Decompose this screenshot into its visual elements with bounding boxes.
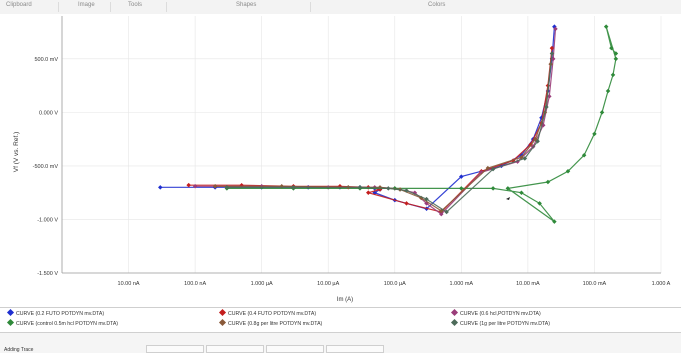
- x-tick-label: 1.000 A: [652, 281, 671, 287]
- x-tick-label: 1.000 µA: [251, 281, 273, 287]
- legend-label: CURVE (0.6 hcl,POTDYN mv.DTA): [460, 311, 541, 317]
- y-tick-label: 500.0 mV: [34, 57, 58, 63]
- legend-marker-icon: [6, 309, 15, 317]
- y-tick-labels: 500.0 mV 0.000 V -500.0 mV -1.000 V -1.500 V: [33, 57, 59, 277]
- y-tick-label: -500.0 mV: [33, 164, 59, 170]
- x-tick-label: 10.00 nA: [118, 281, 140, 287]
- series-line: [226, 53, 553, 213]
- x-tick-label: 100.0 nA: [184, 281, 206, 287]
- x-tick-label: 10.00 mA: [516, 281, 540, 287]
- series-4: [224, 24, 619, 224]
- y-tick-label: -1.500 V: [37, 271, 58, 277]
- data-point: [549, 51, 555, 56]
- ribbon-group-clipboard[interactable]: Clipboard: [6, 2, 32, 8]
- data-point: [610, 72, 616, 78]
- data-point: [490, 186, 496, 191]
- legend-item[interactable]: CURVE (control 0.5m hcl POTDYN mv.DTA): [6, 319, 119, 329]
- legend-label: CURVE (1g per litre POTDYN mv.DTA): [460, 321, 550, 327]
- status-bar: Adding Trace: [0, 332, 681, 353]
- chart-series: [158, 24, 619, 224]
- series-6: [224, 51, 555, 215]
- ribbon-group-colors[interactable]: Colors: [428, 2, 446, 8]
- x-tick-label: 100.0 µA: [384, 281, 406, 287]
- x-axis-label: Im (A): [337, 297, 353, 303]
- legend-marker-icon: [6, 319, 15, 327]
- ribbon-group-shapes[interactable]: Shapes: [236, 2, 257, 8]
- data-point: [592, 131, 597, 137]
- chart-background: [0, 14, 681, 310]
- x-tick-labels: 10.00 nA 100.0 nA 1.000 µA 10.00 µA 100.0 µA…: [118, 281, 671, 287]
- legend-label: CURVE (control 0.5m hcl POTDYN mv.DTA): [16, 321, 119, 327]
- x-tick-label: 100.0 mA: [583, 281, 607, 287]
- legend-divider: [0, 307, 681, 308]
- data-point: [505, 186, 511, 191]
- data-point: [192, 184, 198, 189]
- legend-label: CURVE (0.4 FUTO POTDYN mv.DTA): [228, 311, 317, 317]
- data-point: [549, 45, 555, 51]
- data-point: [404, 201, 409, 206]
- chart-legend: CURVE (0.2 FUTO POTDYN mv.DTA) CURVE (0.4…: [0, 307, 681, 330]
- data-point: [444, 209, 449, 215]
- data-point: [439, 211, 444, 217]
- ribbon-group-tools[interactable]: Tools: [128, 2, 143, 8]
- legend-marker-icon: [218, 319, 227, 327]
- y-tick-label: -1.000 V: [37, 217, 58, 223]
- x-tick-label: 1.000 mA: [450, 281, 474, 287]
- legend-item[interactable]: CURVE (0.8g per litre POTDYN mv.DTA): [218, 319, 323, 329]
- status-message: Adding Trace: [4, 347, 34, 353]
- legend-label: CURVE (0.2 FUTO POTDYN mv.DTA): [16, 311, 105, 317]
- ribbon-divider: [110, 2, 111, 12]
- polarization-chart: 500.0 mV 0.000 V -500.0 mV -1.000 V -1.500 V…: [0, 14, 681, 310]
- data-point: [485, 165, 491, 171]
- ribbon-group-image[interactable]: Image: [78, 2, 95, 8]
- data-point: [291, 185, 296, 190]
- data-point: [544, 104, 549, 110]
- data-point: [424, 196, 429, 202]
- legend-item[interactable]: CURVE (1g per litre POTDYN mv.DTA): [450, 319, 550, 329]
- legend-marker-icon: [218, 309, 227, 317]
- data-point: [186, 182, 191, 188]
- legend-item[interactable]: CURVE (0.4 FUTO POTDYN mv.DTA): [218, 309, 317, 319]
- cursor-arrow-icon: [506, 197, 510, 200]
- y-axis-label: Vf (V vs. Ref.): [13, 132, 20, 172]
- data-point: [212, 184, 218, 189]
- legend-item[interactable]: CURVE (0.2 FUTO POTDYN mv.DTA): [6, 309, 105, 319]
- x-tick-label: 10.00 µA: [317, 281, 339, 287]
- data-point: [386, 186, 391, 191]
- ribbon-divider: [166, 2, 167, 12]
- legend-marker-icon: [450, 309, 459, 317]
- data-point: [404, 188, 409, 193]
- ribbon-divider: [58, 2, 59, 12]
- ribbon-bar: Clipboard Image Tools Shapes Colors: [0, 0, 681, 15]
- legend-marker-icon: [450, 319, 459, 327]
- legend-item[interactable]: CURVE (0.6 hcl,POTDYN mv.DTA): [450, 309, 541, 319]
- data-point: [490, 166, 496, 172]
- ribbon-divider: [310, 2, 311, 12]
- legend-label: CURVE (0.8g per litre POTDYN mv.DTA): [228, 321, 323, 327]
- chart-axes: [61, 16, 661, 274]
- y-tick-label: 0.000 V: [39, 110, 58, 116]
- data-point: [357, 185, 363, 190]
- data-point: [224, 185, 230, 190]
